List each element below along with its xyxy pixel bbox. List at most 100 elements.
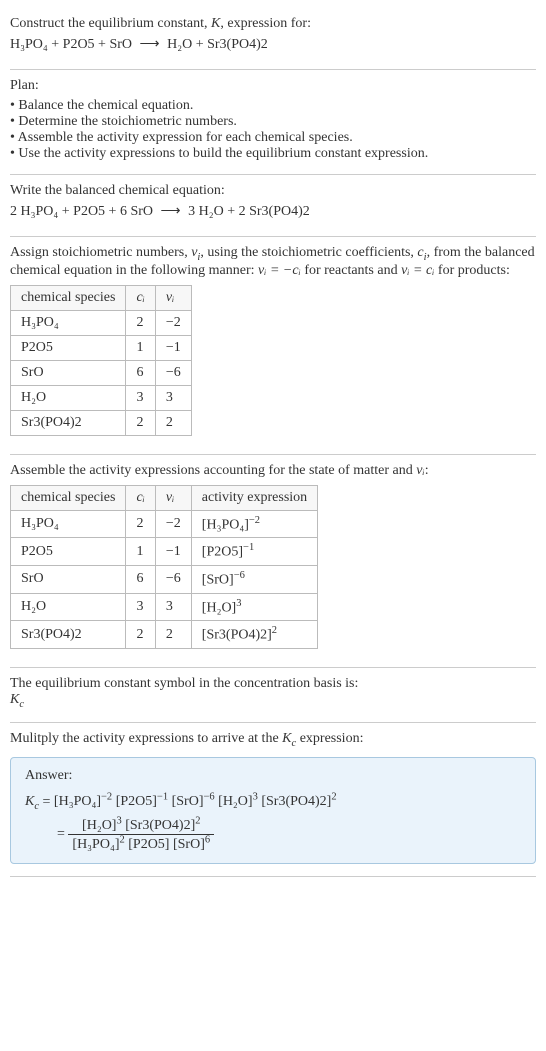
col-ci: cᵢ bbox=[126, 485, 155, 510]
stoich-c: ci bbox=[417, 245, 426, 260]
cell-sp: P2O5 bbox=[11, 538, 126, 566]
cell-sp: P2O5 bbox=[11, 335, 126, 360]
plan-item: Balance the chemical equation. bbox=[10, 98, 536, 114]
flat-term: [P2O5]−1 bbox=[116, 794, 168, 809]
table-row: H₃PO₄2−2[H₃PO₄]−2 bbox=[11, 510, 318, 538]
section-multiply: Mulitply the activity expressions to arr… bbox=[10, 723, 536, 878]
cell-sp: H₂O bbox=[11, 385, 126, 410]
reaction-lhs: H₃PO₄ + P2O5 + SrO bbox=[10, 37, 132, 52]
den-term: [P2O5] bbox=[128, 837, 169, 852]
table-row: P2O51−1 bbox=[11, 335, 192, 360]
act-base: [H₂O] bbox=[202, 600, 236, 615]
intro-K: K bbox=[211, 16, 220, 31]
act-exp: −1 bbox=[243, 542, 254, 553]
act-exp: −2 bbox=[249, 515, 260, 526]
act-base: [Sr3(PO4)2] bbox=[202, 628, 272, 643]
section-symbol: The equilibrium constant symbol in the c… bbox=[10, 668, 536, 723]
dt-base: [P2O5] bbox=[128, 837, 169, 852]
plan-title: Plan: bbox=[10, 78, 536, 94]
act-base: [SrO] bbox=[202, 573, 234, 588]
stoich-prod: νᵢ = cᵢ bbox=[401, 263, 434, 278]
col-ci: cᵢ bbox=[126, 285, 155, 310]
col-species: chemical species bbox=[11, 485, 126, 510]
stoich-b: , using the stoichiometric coefficients, bbox=[200, 245, 417, 260]
plan-list: Balance the chemical equation. Determine… bbox=[10, 98, 536, 162]
cell-sp: SrO bbox=[11, 566, 126, 594]
activity-intro: Assemble the activity expressions accoun… bbox=[10, 463, 536, 479]
answer-frac-line: = [H₂O]3 [Sr3(PO4)2]2 [H₃PO₄]2 [P2O5] [S… bbox=[57, 815, 521, 853]
activity-a: Assemble the activity expressions accoun… bbox=[10, 463, 416, 478]
stoich-react: νᵢ = −cᵢ bbox=[258, 263, 301, 278]
cell-act: [H₂O]3 bbox=[191, 593, 317, 621]
nt-base: [Sr3(PO4)2] bbox=[125, 818, 195, 833]
ft-exp: −1 bbox=[157, 792, 168, 803]
table-row: H₂O33[H₂O]3 bbox=[11, 593, 318, 621]
fraction: [H₂O]3 [Sr3(PO4)2]2 [H₃PO₄]2 [P2O5] [SrO… bbox=[68, 815, 214, 853]
dt-base: [SrO] bbox=[173, 837, 205, 852]
balanced-arrow: ⟶ bbox=[157, 204, 185, 219]
table-row: SrO6−6 bbox=[11, 360, 192, 385]
den-term: [H₃PO₄]2 bbox=[72, 837, 124, 852]
flat-term: [H₂O]3 bbox=[218, 794, 258, 809]
act-base: [P2O5] bbox=[202, 545, 243, 560]
table-header-row: chemical species cᵢ νᵢ activity expressi… bbox=[11, 485, 318, 510]
col-act: activity expression bbox=[191, 485, 317, 510]
table-header-row: chemical species cᵢ νᵢ bbox=[11, 285, 192, 310]
flat-term: [Sr3(PO4)2]2 bbox=[261, 794, 336, 809]
table-row: Sr3(PO4)222 bbox=[11, 410, 192, 435]
symbol-line1: The equilibrium constant symbol in the c… bbox=[10, 676, 536, 692]
cell-c: 2 bbox=[126, 510, 155, 538]
col-nui: νᵢ bbox=[155, 285, 191, 310]
intro-pre: Construct the equilibrium constant, bbox=[10, 16, 211, 31]
nt-base: [H₂O] bbox=[82, 818, 116, 833]
ft-exp: 3 bbox=[253, 792, 258, 803]
balanced-lhs: 2 H₃PO₄ + P2O5 + 6 SrO bbox=[10, 204, 153, 219]
cell-c: 3 bbox=[126, 593, 155, 621]
cell-n: 2 bbox=[155, 410, 191, 435]
cell-c: 2 bbox=[126, 310, 155, 335]
cell-sp: SrO bbox=[11, 360, 126, 385]
plan-item: Assemble the activity expression for eac… bbox=[10, 130, 536, 146]
kc-sub: c bbox=[19, 699, 24, 710]
ans-eq: = bbox=[39, 794, 54, 809]
plan-item: Determine the stoichiometric numbers. bbox=[10, 114, 536, 130]
section-balanced: Write the balanced chemical equation: 2 … bbox=[10, 175, 536, 237]
stoich-intro: Assign stoichiometric numbers, νi, using… bbox=[10, 245, 536, 279]
nt-exp: 2 bbox=[195, 815, 200, 826]
section-plan: Plan: Balance the chemical equation. Det… bbox=[10, 70, 536, 175]
symbol-kc: Kc bbox=[10, 692, 536, 710]
balanced-title: Write the balanced chemical equation: bbox=[10, 183, 536, 199]
cell-c: 3 bbox=[126, 385, 155, 410]
plan-item: Use the activity expressions to build th… bbox=[10, 146, 536, 162]
cell-n: −2 bbox=[155, 310, 191, 335]
intro-reaction: H₃PO₄ + P2O5 + SrO ⟶ H₂O + Sr3(PO4)2 bbox=[10, 36, 536, 53]
activity-b: : bbox=[425, 463, 429, 478]
ft-exp: 2 bbox=[331, 792, 336, 803]
cell-n: −1 bbox=[155, 335, 191, 360]
ft-base: [P2O5] bbox=[116, 794, 157, 809]
col-nui: νᵢ bbox=[155, 485, 191, 510]
answer-box: Answer: Kc = [H₃PO₄]−2 [P2O5]−1 [SrO]−6 … bbox=[10, 757, 536, 865]
frac-den: [H₃PO₄]2 [P2O5] [SrO]6 bbox=[68, 835, 214, 854]
mult-k: K bbox=[282, 731, 291, 746]
kc-k: K bbox=[10, 692, 19, 707]
intro-line1: Construct the equilibrium constant, K, e… bbox=[10, 16, 536, 32]
reaction-arrow: ⟶ bbox=[136, 37, 164, 52]
cell-c: 2 bbox=[126, 621, 155, 649]
table-row: H₃PO₄2−2 bbox=[11, 310, 192, 335]
cell-n: 3 bbox=[155, 385, 191, 410]
cell-sp: H₃PO₄ bbox=[11, 510, 126, 538]
cell-sp: Sr3(PO4)2 bbox=[11, 410, 126, 435]
cell-n: −6 bbox=[155, 360, 191, 385]
section-intro: Construct the equilibrium constant, K, e… bbox=[10, 8, 536, 70]
cell-n: −6 bbox=[155, 566, 191, 594]
ft-base: [SrO] bbox=[172, 794, 204, 809]
flat-term: [SrO]−6 bbox=[172, 794, 215, 809]
cell-sp: H₂O bbox=[11, 593, 126, 621]
ans-k: K bbox=[25, 794, 34, 809]
multiply-line: Mulitply the activity expressions to arr… bbox=[10, 731, 536, 749]
col-species: chemical species bbox=[11, 285, 126, 310]
mult-b: expression: bbox=[296, 731, 363, 746]
stoich-nu: νi bbox=[191, 245, 200, 260]
stoich-table: chemical species cᵢ νᵢ H₃PO₄2−2 P2O51−1 … bbox=[10, 285, 192, 436]
